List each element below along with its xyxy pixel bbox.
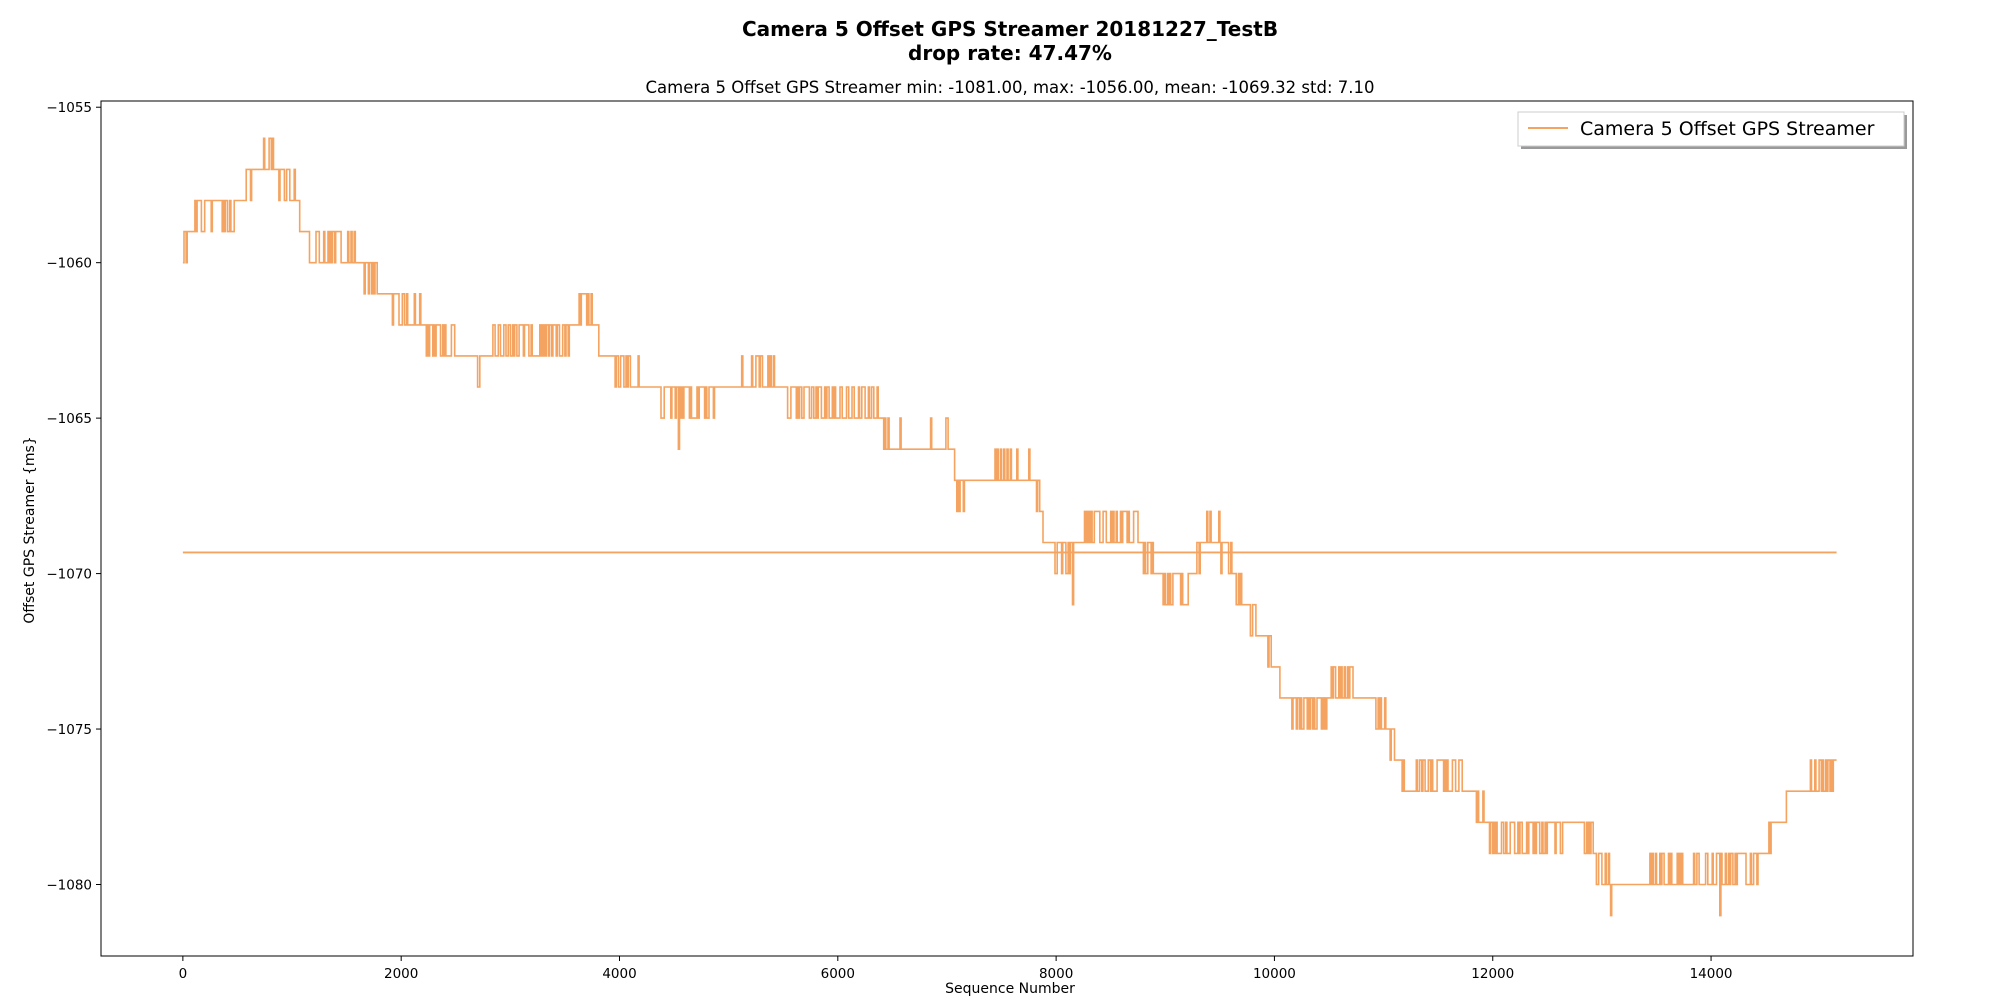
x-tick-label: 6000 xyxy=(821,966,855,982)
y-tick-label: −1070 xyxy=(46,567,92,583)
x-axis-label: Sequence Number xyxy=(945,981,1075,997)
legend-label: Camera 5 Offset GPS Streamer xyxy=(1580,118,1875,140)
chart-subtitle: Camera 5 Offset GPS Streamer min: -1081.… xyxy=(645,78,1374,97)
y-tick-label: −1065 xyxy=(46,411,92,427)
legend-box xyxy=(1517,111,1905,147)
x-tick-label: 2000 xyxy=(384,966,418,982)
x-tick-label: 4000 xyxy=(602,966,636,982)
axes: 0 2000 4000 6000 8000 10000 12000 14000 −1055 −10… xyxy=(46,100,1914,982)
plot-frame xyxy=(100,100,1914,957)
legend: Camera 5 Offset GPS Streamer xyxy=(1517,111,1907,149)
y-tick-label: −1080 xyxy=(46,877,92,893)
y-tick-label: −1075 xyxy=(46,722,92,738)
x-tick-label: 12000 xyxy=(1471,966,1514,982)
chart-title-drop-rate: drop rate: 47.47% xyxy=(908,41,1112,65)
y-axis-label: Offset GPS Streamer {ms} xyxy=(22,436,38,623)
series-line-camera-5-offset xyxy=(182,137,1837,917)
y-tick-label: −1055 xyxy=(46,100,92,116)
x-tick-label: 14000 xyxy=(1690,966,1733,982)
chart-title: Camera 5 Offset GPS Streamer 20181227_Te… xyxy=(742,17,1278,41)
plot-area xyxy=(182,137,1837,917)
x-tick-label: 0 xyxy=(179,966,188,982)
x-tick-label: 10000 xyxy=(1253,966,1296,982)
x-tick-label: 8000 xyxy=(1039,966,1073,982)
y-tick-label: −1060 xyxy=(46,256,92,272)
